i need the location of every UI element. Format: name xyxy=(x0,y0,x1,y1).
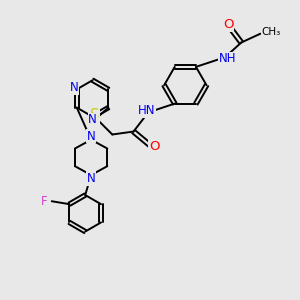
Text: N: N xyxy=(87,172,95,185)
Text: HN: HN xyxy=(138,104,155,117)
Text: O: O xyxy=(149,140,159,153)
Text: CH₃: CH₃ xyxy=(261,27,280,37)
Text: NH: NH xyxy=(219,52,236,65)
Text: N: N xyxy=(87,130,95,143)
Text: F: F xyxy=(41,195,48,208)
Text: S: S xyxy=(90,108,99,123)
Text: N: N xyxy=(88,113,97,126)
Text: N: N xyxy=(70,81,79,94)
Text: O: O xyxy=(223,18,233,32)
